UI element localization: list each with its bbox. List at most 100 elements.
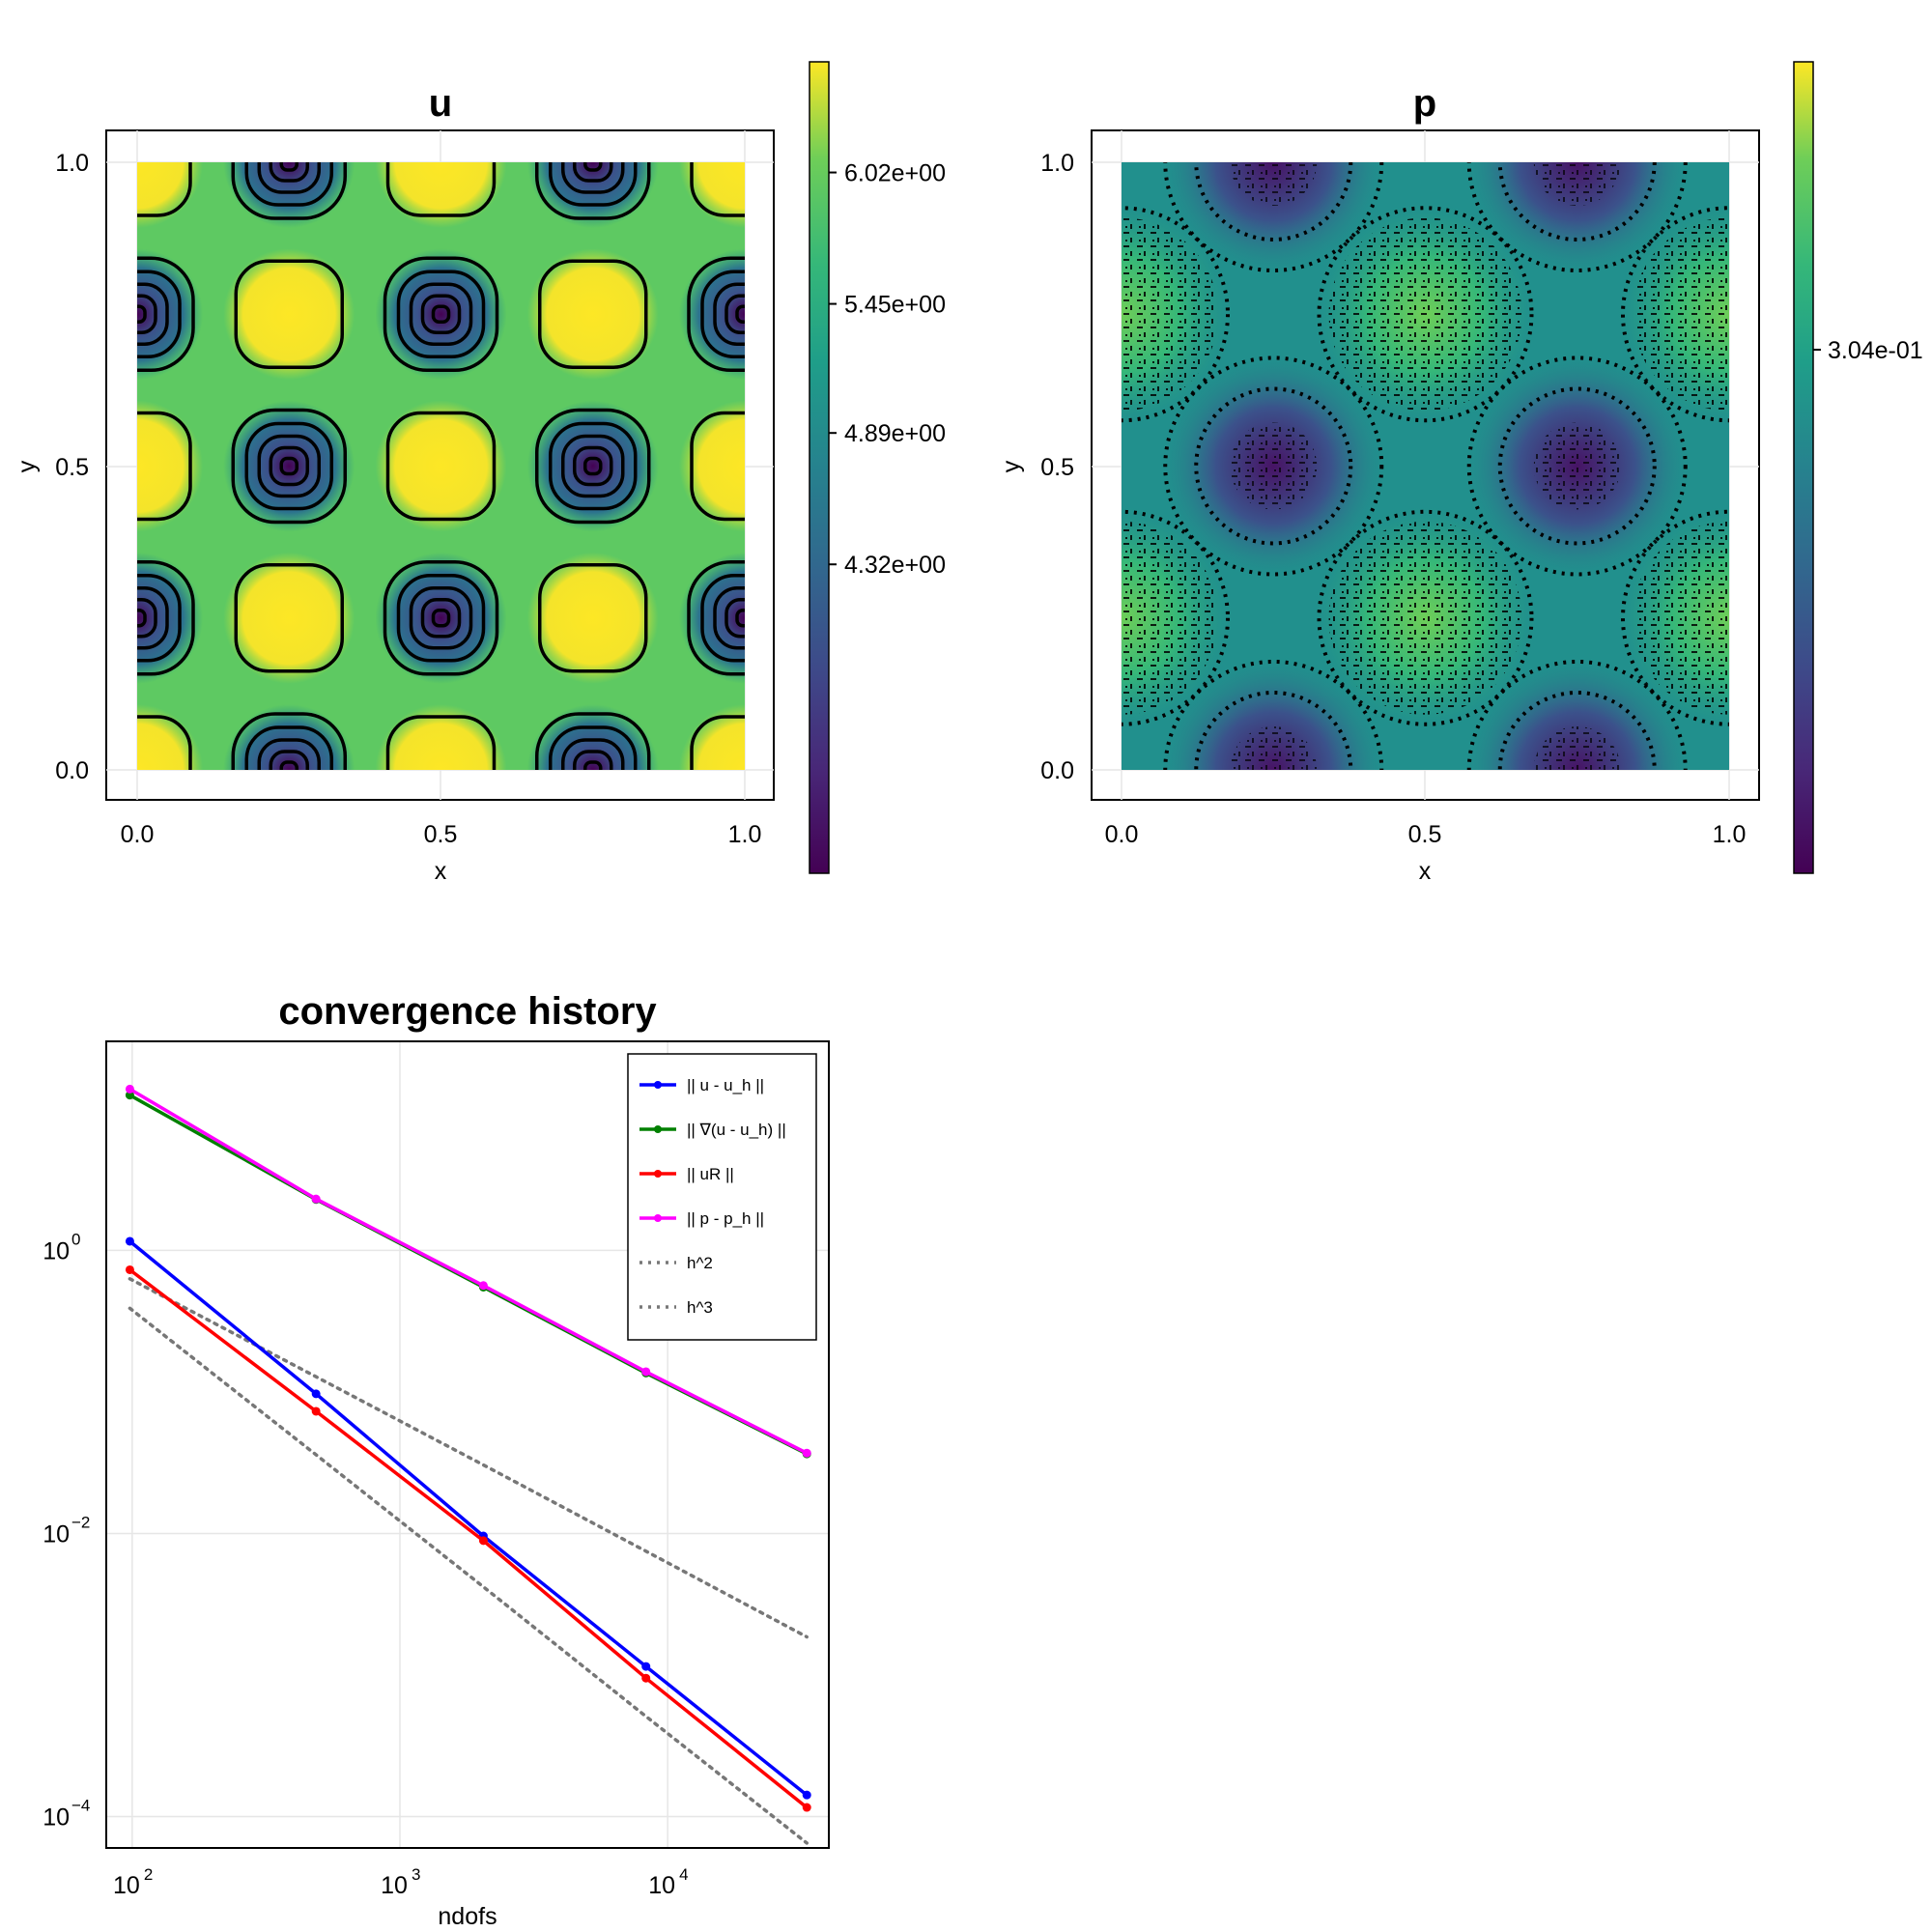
heatmap-min-cell [375, 552, 507, 684]
contour-line [549, 162, 638, 207]
contour-line [724, 598, 745, 639]
heatmap-min-cell [223, 400, 355, 532]
data-point [125, 1264, 134, 1274]
contour-line [279, 162, 298, 172]
xticks-u: 0.0 0.5 1.0 [121, 821, 762, 848]
panel-u: u 0.0 0.5 1.0 0.0 0.5 1.0 x y 6.02e+00 5.… [14, 61, 946, 885]
contour-line [385, 411, 497, 522]
heatmap-min-cell [526, 704, 659, 770]
contour-line [1497, 386, 1657, 546]
contour-line [538, 563, 648, 673]
data-point [641, 1662, 651, 1671]
contour-line [431, 609, 451, 628]
contour-line [713, 282, 745, 346]
contour-line [269, 445, 309, 487]
contour-noise [1533, 726, 1621, 770]
contour-line [137, 560, 195, 676]
heatmap-min-cell [1461, 654, 1693, 770]
yticks-p: 0.0 0.5 1.0 [1040, 150, 1074, 784]
y-tick-exponent: 0 [71, 1230, 80, 1248]
colorbar-p: 3.04e-01 [1793, 61, 1923, 874]
contour-line [137, 256, 195, 372]
contour-line [713, 586, 745, 650]
contour-line [257, 738, 321, 770]
y-tick-label: 0.0 [1040, 757, 1074, 784]
contour-line [549, 421, 638, 511]
heatmap-max-cell [137, 162, 203, 228]
contour-line [583, 456, 603, 476]
legend: || u - u_h || || ∇(u - u_h) || || uR || || … [627, 1053, 817, 1341]
contour-line [535, 408, 651, 525]
contour-line [279, 456, 298, 476]
contour-line [583, 162, 603, 172]
contour-line [269, 750, 309, 770]
data-point [125, 1084, 134, 1094]
contour-line [1317, 509, 1534, 726]
contour-line [137, 574, 182, 663]
contour-noise [1328, 521, 1522, 715]
colorbar-tick-label: 6.02e+00 [844, 160, 946, 187]
contour-line [535, 712, 651, 770]
axes-frame-convergence [105, 1040, 830, 1849]
x-tick-label: 10 [113, 1872, 140, 1899]
contour-line [385, 162, 497, 217]
heatmap-max-cell [679, 704, 745, 770]
contour-noise [1328, 217, 1522, 412]
heatmap-min-cell [1461, 162, 1693, 278]
contour-line [234, 563, 344, 673]
contour-line [700, 270, 745, 358]
panel-p: p 0.0 0.5 1.0 0.0 0.5 1.0 x y 3.04e-01 [998, 61, 1923, 885]
contour-line [700, 574, 745, 663]
xticks-p: 0.0 0.5 1.0 [1105, 821, 1747, 848]
x-axis-label-u: x [435, 858, 447, 885]
contour-line [137, 586, 169, 650]
contour-noise [1533, 422, 1621, 510]
contour-line [420, 598, 462, 639]
contour-noise [1230, 162, 1318, 206]
x-tick-label: 0.0 [1105, 821, 1139, 848]
contour-noise [1633, 521, 1729, 715]
legend-label: || uR || [687, 1165, 734, 1183]
contour-noise [1122, 217, 1218, 412]
colorbar-tick-label: 4.32e+00 [844, 552, 946, 579]
contour-noise [1633, 217, 1729, 412]
heatmap-max-cell [679, 400, 745, 532]
legend-label: || p - p_h || [687, 1209, 764, 1228]
y-axis-label-u: y [14, 460, 41, 472]
contour-line [724, 294, 745, 334]
heatmap-max-cell [526, 552, 659, 684]
contour-line [269, 162, 309, 183]
contour-line [383, 256, 499, 372]
heatmap-max-cell [526, 248, 659, 381]
contour-line [687, 560, 745, 676]
contour-line [561, 738, 625, 770]
title-u: u [429, 82, 452, 125]
y-tick-label: 10 [43, 1520, 70, 1548]
y-tick-label: 10 [43, 1804, 70, 1831]
heatmap-min-cell [137, 248, 203, 381]
data-point [641, 1367, 651, 1377]
legend-label: || ∇(u - u_h) || [687, 1121, 786, 1139]
contour-line [561, 162, 625, 194]
contour-line [535, 162, 651, 220]
contour-line [383, 560, 499, 676]
heatmap-min-cell [679, 248, 745, 381]
colorbar-tick-label: 4.89e+00 [844, 420, 946, 447]
y-tick-label: 1.0 [1040, 150, 1074, 177]
x-tick-label: 10 [648, 1872, 675, 1899]
data-point [311, 1406, 321, 1416]
legend-marker [654, 1214, 662, 1222]
contour-line [538, 259, 648, 369]
contour-line [573, 445, 613, 487]
contour-line [244, 162, 333, 207]
contour-line [137, 282, 169, 346]
series-line [128, 1267, 809, 1809]
ticks-convergence: 10 2 10 3 10 410 010 −210 −4 [43, 1230, 688, 1899]
colorbar-u-bar [809, 61, 830, 874]
contour-noise [1230, 726, 1318, 770]
contour-line [137, 270, 182, 358]
heatmap-max-cell [137, 704, 203, 770]
x-tick-label: 10 [381, 1872, 408, 1899]
data-point [802, 1448, 811, 1458]
contour-line [409, 586, 473, 650]
